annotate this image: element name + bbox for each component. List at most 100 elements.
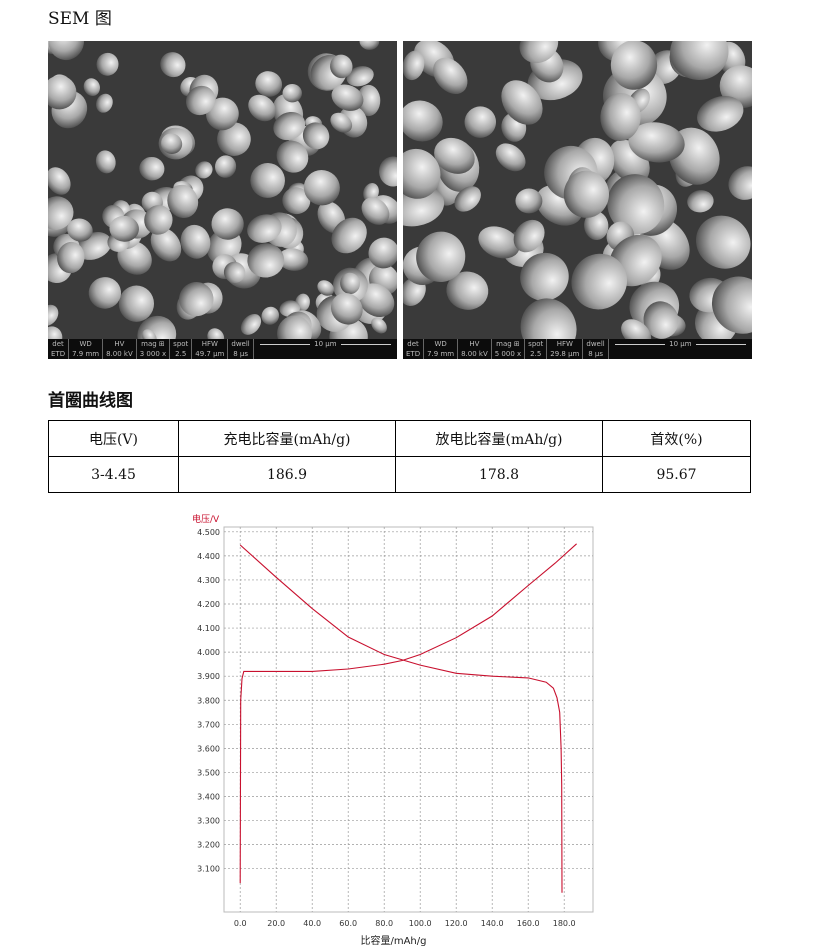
y-tick-label: 4.000 (197, 648, 220, 657)
particle (302, 122, 330, 150)
particle (340, 272, 360, 295)
particle (139, 156, 165, 181)
particle (317, 280, 335, 296)
particle (331, 217, 367, 254)
particle (255, 71, 283, 97)
particle (160, 52, 186, 78)
y-tick-label: 3.100 (197, 865, 220, 874)
y-tick-label: 3.600 (197, 744, 220, 753)
particle (150, 227, 182, 262)
header-efficiency: 首效(%) (602, 420, 751, 457)
particle (416, 231, 466, 282)
particle (584, 211, 609, 241)
particle (361, 197, 390, 225)
particle (371, 317, 387, 334)
particle (96, 52, 119, 76)
y-tick-label: 3.400 (197, 793, 220, 802)
info-cell: HV 8.00 kV (458, 339, 492, 359)
particle (520, 252, 569, 301)
particle (330, 54, 353, 79)
particle (223, 261, 246, 283)
y-tick-label: 3.300 (197, 817, 220, 826)
y-tick-label: 4.400 (197, 552, 220, 561)
particle (363, 183, 379, 203)
particle (185, 85, 216, 116)
table-row: 3-4.45 186.9 178.8 95.67 (48, 456, 751, 493)
particle (501, 80, 543, 125)
particle (117, 240, 152, 275)
particle (434, 137, 475, 174)
particle (433, 57, 468, 95)
charge-discharge-chart: 4.500 4.400 4.300 4.200 4.100 4.000 3.900 3.800… (192, 513, 594, 947)
info-cell: HFW 49.7 μm (192, 339, 229, 359)
y-tick-label: 3.200 (197, 841, 220, 850)
particle (211, 208, 244, 240)
particle (142, 329, 157, 339)
y-tick-label: 3.800 (197, 696, 220, 705)
header-voltage: 电压(V) (48, 420, 179, 457)
x-tick-label: 100.0 (409, 919, 432, 928)
particle (207, 328, 225, 339)
particle (711, 276, 752, 334)
sem-info-bar: det ETD WD 7.9 mm HV 8.00 kV mag ⊞ 5 000 x spot 2… (403, 339, 752, 359)
particle (48, 167, 71, 195)
cell-voltage: 3-4.45 (48, 456, 179, 493)
particle (179, 282, 214, 317)
sem-particles (48, 41, 397, 339)
x-axis-label: 比容量/mAh/g (360, 934, 426, 947)
particle (571, 253, 628, 310)
info-cell: mag ⊞ 5 000 x (492, 339, 526, 359)
info-cell: dwell 8 μs (228, 339, 254, 359)
capacity-table: 电压(V) 充电比容量(mAh/g) 放电比容量(mAh/g) 首效(%) 3-… (48, 420, 751, 493)
particle (247, 243, 285, 278)
particle (48, 196, 74, 230)
x-tick-label: 160.0 (517, 919, 540, 928)
particle (403, 100, 443, 142)
y-tick-label: 4.100 (197, 624, 220, 633)
particle (278, 248, 309, 271)
table-header-row: 电压(V) 充电比容量(mAh/g) 放电比容量(mAh/g) 首效(%) (48, 420, 751, 457)
particle (359, 41, 380, 50)
particle (330, 292, 363, 325)
y-tick-label: 3.700 (197, 720, 220, 729)
particle (330, 112, 353, 133)
header-discharge: 放电比容量(mAh/g) (395, 420, 603, 457)
cell-efficiency: 95.67 (602, 456, 751, 493)
particle (206, 97, 239, 131)
particle (495, 143, 526, 172)
scale-bar: 10 μm (254, 339, 397, 349)
particle (48, 41, 84, 61)
info-cell: HFW 29.8 μm (547, 339, 584, 359)
particle (728, 166, 752, 200)
particle (695, 215, 751, 269)
particle (195, 161, 213, 179)
particle (670, 41, 729, 80)
sem-image-3000x: det ETD WD 7.9 mm HV 8.00 kV mag ⊞ 3 000 x spot 2… (48, 41, 397, 359)
particle (356, 84, 381, 117)
particle (48, 326, 63, 339)
particle (277, 315, 312, 339)
particle (144, 205, 173, 235)
x-tick-label: 180.0 (553, 919, 576, 928)
x-tick-label: 20.0 (267, 919, 285, 928)
header-charge: 充电比容量(mAh/g) (178, 420, 396, 457)
cell-charge: 186.9 (178, 456, 396, 493)
particle (600, 93, 641, 141)
particle (403, 148, 441, 199)
particle (454, 186, 481, 212)
x-tick-label: 120.0 (445, 919, 468, 928)
particle (403, 50, 425, 81)
info-cell: HV 8.00 kV (103, 339, 137, 359)
particle (368, 237, 397, 269)
sem-image-5000x: det ETD WD 7.9 mm HV 8.00 kV mag ⊞ 5 000 x spot 2… (403, 41, 752, 359)
scale-bar: 10 μm (609, 339, 752, 349)
particle (687, 190, 714, 213)
particle (520, 298, 577, 339)
particle (247, 214, 282, 243)
particle (67, 218, 93, 242)
charge-curve (239, 543, 577, 884)
y-tick-label: 4.300 (197, 576, 220, 585)
particle (250, 162, 285, 198)
particle (610, 41, 658, 90)
particle (167, 184, 199, 219)
